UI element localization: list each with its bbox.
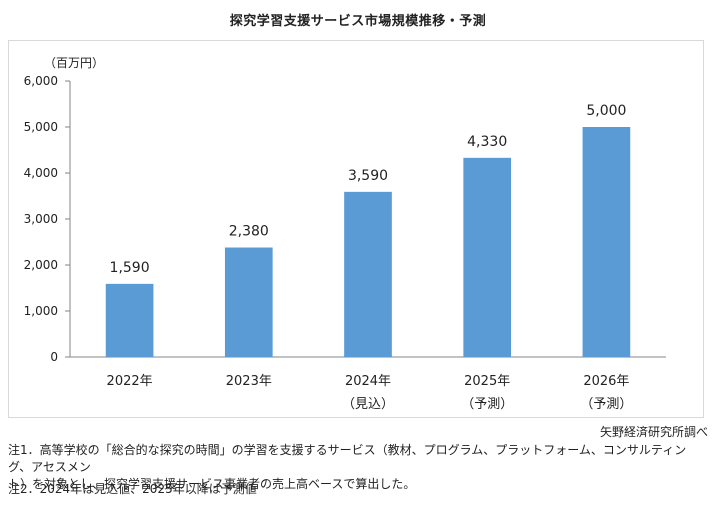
y-tick-label: 0 [50,350,58,364]
bar-value-label: 5,000 [586,103,626,119]
bar [224,247,273,357]
bar-value-label: 3,590 [348,168,388,184]
chart-title: 探究学習支援サービス市場規模推移・予測 [229,14,487,29]
y-tick-label: 2,000 [24,258,58,272]
y-tick-label: 3,000 [24,212,58,226]
bar-value-label: 1,590 [110,260,150,276]
x-tick-label: 2022年 [107,374,153,389]
y-tick-label: 6,000 [24,74,58,88]
bar-chart: （百万円） 0 1,000 2,000 3,000 4,000 5,000 6,000 1,59… [24,56,666,412]
note-1-line-2: ト）を対象とし、探究学習支援サービス事業者の売上高ベースで算出した。 [8,477,416,491]
note-1: 注1．高等学校の「総合的な探究の時間」の学習を支援するサービス（教材、プログラム… [8,442,708,493]
y-tick-label: 1,000 [24,304,58,318]
x-tick-sublabel: （見込） [342,397,394,412]
note-2: 注2．2024年は見込値、2025年以降は予測値 [8,482,257,496]
x-tick-sublabel: （予測） [461,397,513,412]
x-tick-label: 2025年 [464,374,510,389]
bar [582,127,631,357]
y-tick-label: 5,000 [24,120,58,134]
x-tick-label: 2026年 [583,374,629,389]
bar [463,157,512,357]
bar-value-label: 2,380 [229,224,269,240]
bar-value-label: 4,330 [467,134,507,150]
x-tick-sublabel: （予測） [580,397,632,412]
note-1-line-1: 注1．高等学校の「総合的な探究の時間」の学習を支援するサービス（教材、プログラム… [8,443,687,474]
source-label: 矢野経済研究所調べ [599,425,708,439]
bar [344,191,392,357]
bar [105,283,154,357]
chart-frame [8,40,704,418]
y-tick-label: 4,000 [24,166,58,180]
x-tick-label: 2024年 [345,374,391,389]
y-unit-label: （百万円） [44,56,104,70]
x-tick-label: 2023年 [226,374,272,389]
